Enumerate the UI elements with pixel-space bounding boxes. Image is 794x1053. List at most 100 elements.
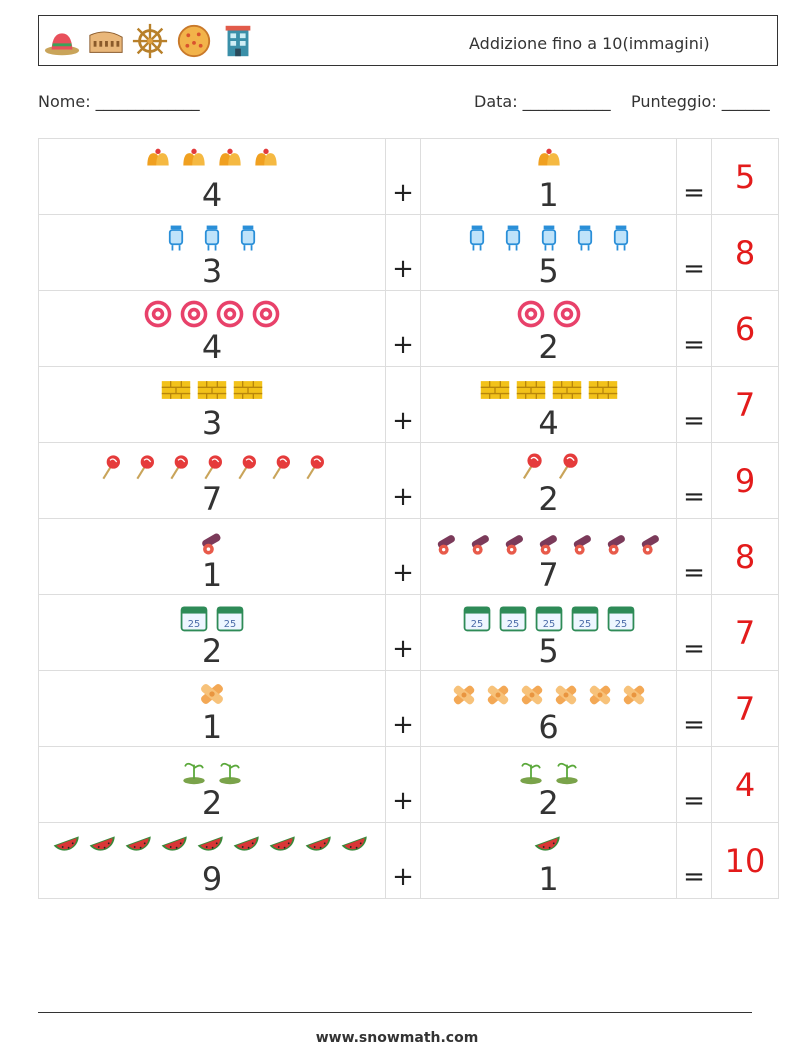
picture-group — [421, 294, 676, 330]
calendar-icon: 25 — [533, 602, 565, 634]
equals-sign: = — [683, 178, 705, 208]
picture-group — [39, 370, 385, 406]
plus-cell: + — [385, 594, 421, 671]
equals-sign: = — [683, 710, 705, 740]
brick-wall-icon — [479, 374, 511, 406]
addend-a-cell: 3 — [38, 366, 386, 443]
equals-cell: = — [676, 518, 712, 595]
plus-cell: + — [385, 518, 421, 595]
equals-cell: = — [676, 138, 712, 215]
addend-a-cell: 2 — [38, 746, 386, 823]
brick-wall-icon — [160, 374, 192, 406]
picture-group — [421, 826, 676, 862]
brick-wall-icon — [232, 374, 264, 406]
result-cell: 8 — [711, 518, 779, 595]
sprout-icon — [551, 754, 583, 786]
equals-sign: = — [683, 254, 705, 284]
cannon-icon — [602, 528, 632, 558]
picture-group — [421, 522, 676, 558]
baby-bottle-icon — [196, 222, 228, 254]
equals-cell: = — [676, 822, 712, 899]
result-cell: 8 — [711, 214, 779, 291]
equals-sign: = — [683, 330, 705, 360]
baby-bottle-icon — [569, 222, 601, 254]
plus-sign: + — [392, 558, 414, 588]
picture-group — [39, 750, 385, 786]
equals-sign: = — [683, 558, 705, 588]
bandage-icon — [619, 680, 649, 710]
calendar-icon: 25 — [461, 602, 493, 634]
baby-bottle-icon — [461, 222, 493, 254]
result-value: 7 — [734, 689, 756, 728]
watermelon-icon — [52, 830, 84, 862]
addend-a: 3 — [201, 404, 223, 442]
result-cell: 9 — [711, 442, 779, 519]
dartboard-icon — [250, 298, 282, 330]
result-value: 5 — [734, 157, 756, 196]
picture-group — [421, 674, 676, 710]
plus-sign: + — [392, 178, 414, 208]
lollipop-icon — [265, 452, 295, 482]
lollipop-icon — [231, 452, 261, 482]
equals-cell: = — [676, 442, 712, 519]
lollipop-icon — [299, 452, 329, 482]
result-value: 8 — [734, 537, 756, 576]
table-row: 1 +7 = 8 — [38, 518, 779, 595]
plus-cell: + — [385, 670, 421, 747]
calendar-icon: 25 — [605, 602, 637, 634]
brick-wall-icon — [515, 374, 547, 406]
svg-text:25: 25 — [614, 619, 626, 630]
lollipop-icon — [95, 452, 125, 482]
addend-a: 4 — [201, 176, 223, 214]
plus-sign: + — [392, 406, 414, 436]
addend-a: 7 — [201, 480, 223, 518]
plus-cell: + — [385, 746, 421, 823]
baby-bottle-icon — [605, 222, 637, 254]
plus-sign: + — [392, 330, 414, 360]
plus-cell: + — [385, 822, 421, 899]
plus-sign: + — [392, 786, 414, 816]
table-row: 1 +6 = 7 — [38, 670, 779, 747]
date-field: Data: ___________ — [474, 92, 611, 111]
dartboard-icon — [142, 298, 174, 330]
table-row: 7 +2 = 9 — [38, 442, 779, 519]
bandage-icon — [483, 680, 513, 710]
result-cell: 10 — [711, 822, 779, 899]
addend-b: 4 — [538, 404, 559, 442]
table-row: 4 +2 = 6 — [38, 290, 779, 367]
addend-a: 4 — [201, 328, 223, 366]
brick-wall-icon — [551, 374, 583, 406]
dartboard-icon — [214, 298, 246, 330]
watermelon-icon — [232, 830, 264, 862]
equals-sign: = — [683, 482, 705, 512]
cannon-icon — [196, 526, 228, 558]
result-value: 9 — [734, 461, 756, 500]
cannon-icon — [534, 528, 564, 558]
addend-a-cell: 3 — [38, 214, 386, 291]
addend-b: 2 — [538, 784, 559, 822]
bells-icon — [178, 146, 210, 178]
watermelon-icon — [533, 830, 565, 862]
brick-wall-icon — [196, 374, 228, 406]
addend-b-cell: 7 — [420, 518, 677, 595]
baby-bottle-icon — [232, 222, 264, 254]
table-row: 25 25 2 +25 25 25 25 25 5 = 7 — [38, 594, 779, 671]
watermelon-icon — [160, 830, 192, 862]
baby-bottle-icon — [533, 222, 565, 254]
calendar-icon: 25 — [569, 602, 601, 634]
picture-group — [421, 370, 676, 406]
building-icon — [225, 25, 251, 57]
addend-a-cell: 1 — [38, 518, 386, 595]
picture-group — [39, 294, 385, 330]
plus-cell: + — [385, 442, 421, 519]
watermelon-icon — [304, 830, 336, 862]
score-field: Punteggio: ______ — [631, 92, 770, 111]
colosseum-icon — [89, 31, 123, 53]
result-value: 10 — [724, 841, 766, 880]
sprout-icon — [515, 754, 547, 786]
result-value: 7 — [734, 385, 756, 424]
equals-cell: = — [676, 290, 712, 367]
watermelon-icon — [88, 830, 120, 862]
sprout-icon — [214, 754, 246, 786]
dartboard-icon — [178, 298, 210, 330]
